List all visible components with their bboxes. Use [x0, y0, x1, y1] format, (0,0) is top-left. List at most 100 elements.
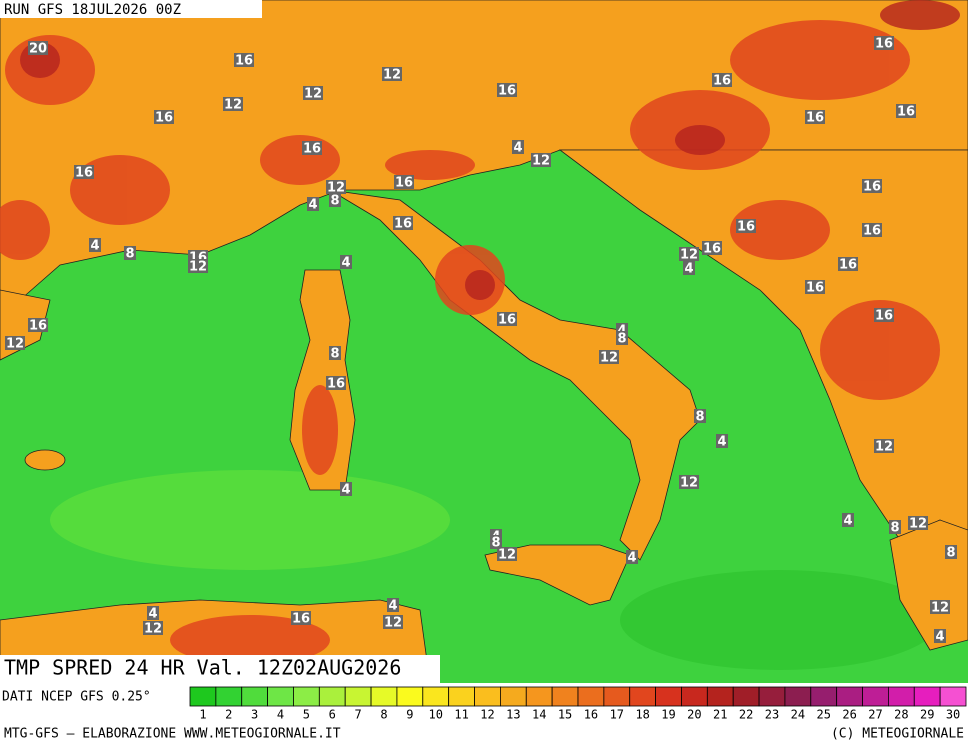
label-box: [874, 439, 894, 453]
label-box: [28, 318, 48, 332]
contour-label: 4: [341, 256, 350, 271]
label-box: [223, 97, 243, 111]
scale-cell: [629, 686, 657, 707]
label-box: [497, 312, 517, 326]
contour-label: 8: [695, 410, 704, 425]
scale-label: 23: [765, 708, 779, 722]
contour-label: 16: [292, 612, 310, 627]
balearics: [24, 449, 66, 471]
label-box: [497, 547, 517, 561]
scale-label: 21: [713, 708, 727, 722]
label-box: [512, 140, 524, 154]
label-box: [679, 475, 699, 489]
footer-right: (C) METEOGIORNALE: [831, 727, 964, 742]
label-box: [716, 434, 728, 448]
scale-label: 12: [480, 708, 494, 722]
contour-label: 12: [931, 601, 949, 616]
scale-label: 10: [429, 708, 443, 722]
scale-cell: [836, 686, 863, 707]
contour-label: 4: [388, 599, 397, 614]
scale-label: 7: [355, 708, 362, 722]
scale-cell: [758, 686, 786, 707]
label-box: [626, 550, 638, 564]
contour-label: 16: [875, 37, 893, 52]
sea-shade: [50, 470, 450, 570]
scale-label: 9: [406, 708, 413, 722]
scale-cell: [267, 686, 294, 707]
contour-label: 12: [383, 68, 401, 83]
label-box: [394, 175, 414, 189]
scale-cell: [551, 686, 579, 707]
label-box: [329, 346, 341, 360]
scale-cell: [706, 686, 734, 707]
scale-label: 24: [791, 708, 805, 722]
scale-label: 6: [329, 708, 336, 722]
scale-cell: [603, 686, 631, 707]
label-box: [302, 141, 322, 155]
label-box: [616, 331, 628, 345]
label-box: [842, 513, 854, 527]
run-text: RUN GFS 18JUL2026 00Z: [4, 2, 181, 18]
contour-label: 16: [839, 258, 857, 273]
contour-label: 8: [330, 347, 339, 362]
scale-label: 18: [635, 708, 649, 722]
scale-cell: [525, 686, 553, 707]
scale-label: 2: [225, 708, 232, 722]
contour-label: 16: [863, 224, 881, 239]
contour-label: 8: [946, 546, 955, 561]
run-box: [0, 0, 262, 18]
title-box: [0, 655, 440, 683]
scale-cell: [888, 686, 915, 707]
contour-label: 16: [155, 111, 173, 126]
label-box: [303, 86, 323, 100]
contour-label: 12: [875, 440, 893, 455]
label-box: [862, 223, 882, 237]
label-box: [805, 280, 825, 294]
contour-label: 12: [600, 351, 618, 366]
contour-label: 12: [6, 337, 24, 352]
label-box: [234, 53, 254, 67]
color-scale: 1 2 3 4 5 6 7 8 9 10 11 12 13 14 15 16 17 18 19 20 21 22 23 24 2…: [0, 683, 968, 745]
scale-label: 3: [251, 708, 258, 722]
contour-label: 4: [935, 630, 944, 645]
contour-label: 16: [897, 105, 915, 120]
label-box: [5, 336, 25, 350]
label-box: [838, 257, 858, 271]
label-box: [702, 241, 722, 255]
contour-label: 12: [498, 548, 516, 563]
scale-label: 4: [277, 708, 284, 722]
contour-label: 16: [395, 176, 413, 191]
contour-label: 16: [498, 84, 516, 99]
contour-label: 12: [189, 260, 207, 275]
scale-label: 8: [380, 708, 387, 722]
scale-label: 5: [303, 708, 310, 722]
map-title: TMP SPRED 24 HR Val. 12Z02AUG2026: [4, 656, 401, 680]
label-box: [74, 165, 94, 179]
contour-label: 12: [327, 181, 345, 196]
footer-left: MTG-GFS — ELABORAZIONE WWW.METEOGIORNALE…: [4, 727, 341, 742]
label-box: [694, 409, 706, 423]
label-box: [736, 219, 756, 233]
contour-label: 16: [327, 377, 345, 392]
contour-label: 8: [330, 194, 339, 209]
contour-label: 12: [680, 476, 698, 491]
label-box: [805, 110, 825, 124]
scale-cell: [655, 686, 682, 707]
scale-label: 19: [661, 708, 675, 722]
label-box: [683, 261, 695, 275]
label-box: [874, 36, 894, 50]
label-box: [124, 246, 136, 260]
label-box: [874, 308, 894, 322]
contour-label: 4: [90, 239, 99, 254]
scale-label: 17: [610, 708, 624, 722]
contour-label: 8: [890, 521, 899, 536]
contour-label: 16: [703, 242, 721, 257]
contour-label: 20: [29, 42, 47, 57]
balkans: [558, 149, 968, 541]
scale-cell: [215, 686, 243, 707]
label-box: [28, 41, 48, 55]
label-box: [934, 629, 946, 643]
label-box: [154, 110, 174, 124]
label-box: [889, 520, 901, 534]
